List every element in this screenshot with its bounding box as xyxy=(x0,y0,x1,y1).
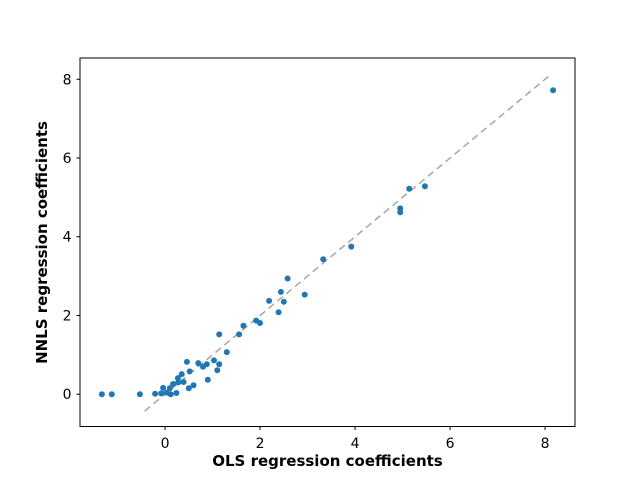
scatter-point xyxy=(216,331,223,338)
scatter-point xyxy=(421,183,428,190)
scatter-point xyxy=(173,390,180,396)
scatter-point xyxy=(190,382,197,389)
scatter-point xyxy=(160,384,167,391)
scatter-point xyxy=(284,275,291,282)
y-axis-label: NNLS regression coefficients xyxy=(33,121,51,364)
scatter-point xyxy=(280,298,287,305)
scatter-point xyxy=(195,360,202,367)
x-tick-label: 2 xyxy=(256,436,265,452)
scatter-point xyxy=(397,209,404,216)
scatter-point xyxy=(223,349,230,356)
scatter-point xyxy=(406,185,413,192)
x-tick-label: 8 xyxy=(541,436,550,452)
x-axis: 0 2 4 6 8 xyxy=(161,426,550,452)
scatter-point xyxy=(203,361,210,368)
scatter-point xyxy=(240,322,247,329)
y-tick-label: 8 xyxy=(63,72,72,88)
scatter-point xyxy=(301,291,308,298)
scatter-point xyxy=(180,379,187,385)
x-tick-label: 4 xyxy=(351,436,360,452)
scatter-point xyxy=(166,385,173,392)
scatter-point xyxy=(204,376,211,383)
chart-root: 0 2 4 6 8 0 2 4 6 8 xyxy=(63,57,576,452)
scatter-point xyxy=(186,368,193,375)
identity-line xyxy=(144,74,551,412)
scatter-point xyxy=(214,367,221,374)
scatter-point xyxy=(158,390,165,397)
scatter-point xyxy=(257,320,263,326)
scatter-point xyxy=(108,391,115,398)
x-axis-label: OLS regression coefficients xyxy=(212,452,443,470)
scatter-point xyxy=(175,379,182,386)
scatter-point xyxy=(167,391,174,398)
y-tick-label: 2 xyxy=(63,308,72,324)
scatter-point xyxy=(348,243,355,250)
y-tick-label: 0 xyxy=(63,387,72,403)
scatter-point xyxy=(98,391,105,398)
scatter-point xyxy=(136,391,143,398)
scatter-point xyxy=(275,309,282,316)
scatter-point xyxy=(152,390,159,397)
y-tick-label: 6 xyxy=(63,151,72,167)
x-tick-label: 0 xyxy=(161,436,170,452)
scatter-point xyxy=(277,288,284,295)
scatter-points xyxy=(98,87,557,398)
scatter-point xyxy=(183,358,190,365)
scatter-point xyxy=(185,385,192,392)
y-axis: 0 2 4 6 8 xyxy=(63,72,80,403)
scatter-point xyxy=(178,371,185,378)
plot-frame xyxy=(79,57,576,427)
scatter-point xyxy=(550,87,557,94)
scatter-point xyxy=(174,375,181,382)
scatter-point xyxy=(216,361,223,368)
scatter-point xyxy=(170,381,177,387)
scatter-point xyxy=(236,331,243,338)
y-tick-label: 4 xyxy=(63,230,72,246)
scatter-point xyxy=(320,256,327,263)
x-tick-label: 6 xyxy=(446,436,455,452)
scatter-point xyxy=(266,297,273,304)
scatter-point xyxy=(211,357,217,364)
